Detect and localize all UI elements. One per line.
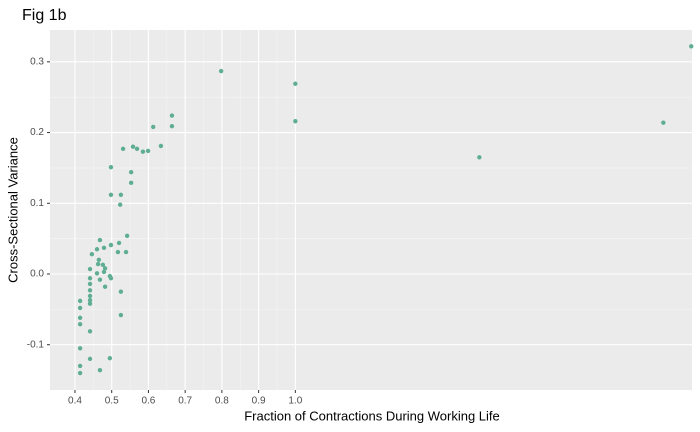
- x-tick-label: 0.7: [178, 396, 192, 407]
- point: [87, 293, 93, 299]
- point: [130, 144, 136, 149]
- point: [87, 276, 93, 281]
- point: [115, 249, 121, 255]
- point: [87, 297, 93, 303]
- point: [97, 237, 103, 243]
- point: [107, 355, 113, 361]
- point: [77, 370, 83, 376]
- y-axis-title: Cross-Sectional Variance: [5, 137, 20, 283]
- x-tick-label: 0.4: [68, 396, 82, 407]
- point: [87, 288, 93, 293]
- point: [101, 245, 107, 251]
- point: [108, 276, 114, 281]
- point: [108, 242, 114, 248]
- x-tick-label: 0.9: [252, 396, 266, 407]
- x-tick-label: 0.8: [215, 396, 229, 407]
- point: [101, 269, 107, 275]
- point: [118, 289, 124, 294]
- point: [118, 312, 124, 318]
- point: [118, 192, 124, 197]
- point: [477, 155, 482, 160]
- point: [77, 305, 83, 311]
- point: [108, 165, 114, 170]
- x-tick-label: 0.6: [141, 396, 155, 407]
- point: [77, 322, 83, 327]
- point: [77, 298, 83, 304]
- point: [120, 146, 126, 152]
- point: [128, 180, 134, 185]
- point: [100, 262, 106, 268]
- y-tick-label: 0.0: [30, 269, 44, 280]
- point: [87, 266, 93, 272]
- panel: [50, 30, 692, 390]
- y-tick-label: 0.2: [30, 127, 44, 138]
- point: [87, 281, 93, 287]
- point: [77, 315, 83, 321]
- point: [96, 257, 102, 263]
- point: [134, 146, 140, 152]
- points: [77, 44, 694, 376]
- point: [661, 120, 666, 125]
- point: [123, 249, 129, 255]
- y-tick-label: -0.1: [27, 339, 45, 350]
- point: [95, 261, 101, 267]
- point: [102, 284, 108, 289]
- point: [169, 123, 175, 129]
- point: [117, 202, 123, 207]
- point: [97, 277, 103, 282]
- point: [218, 68, 224, 74]
- point: [140, 149, 146, 154]
- point: [169, 113, 175, 118]
- x-tick-label: 1.0: [288, 396, 302, 407]
- point: [293, 81, 298, 86]
- point: [97, 367, 103, 373]
- point: [77, 363, 83, 369]
- point: [145, 148, 151, 154]
- point: [94, 247, 100, 252]
- point: [77, 346, 83, 351]
- point: [128, 169, 134, 175]
- grid: [50, 30, 692, 390]
- chart-title: Fig 1b: [22, 7, 67, 24]
- point: [102, 266, 108, 271]
- point: [87, 356, 93, 362]
- x-tick-label: 0.5: [105, 396, 119, 407]
- point: [689, 44, 694, 49]
- point: [108, 192, 114, 197]
- point: [124, 233, 130, 239]
- point: [293, 119, 298, 124]
- point: [87, 329, 93, 334]
- point: [94, 271, 100, 276]
- point: [116, 240, 122, 246]
- point: [89, 252, 95, 257]
- y-tick-label: 0.1: [30, 198, 44, 209]
- x-axis-title: Fraction of Contractions During Working …: [244, 408, 500, 423]
- point: [151, 124, 156, 130]
- y-tick-label: 0.3: [30, 56, 44, 67]
- point: [87, 301, 93, 306]
- point: [158, 143, 164, 149]
